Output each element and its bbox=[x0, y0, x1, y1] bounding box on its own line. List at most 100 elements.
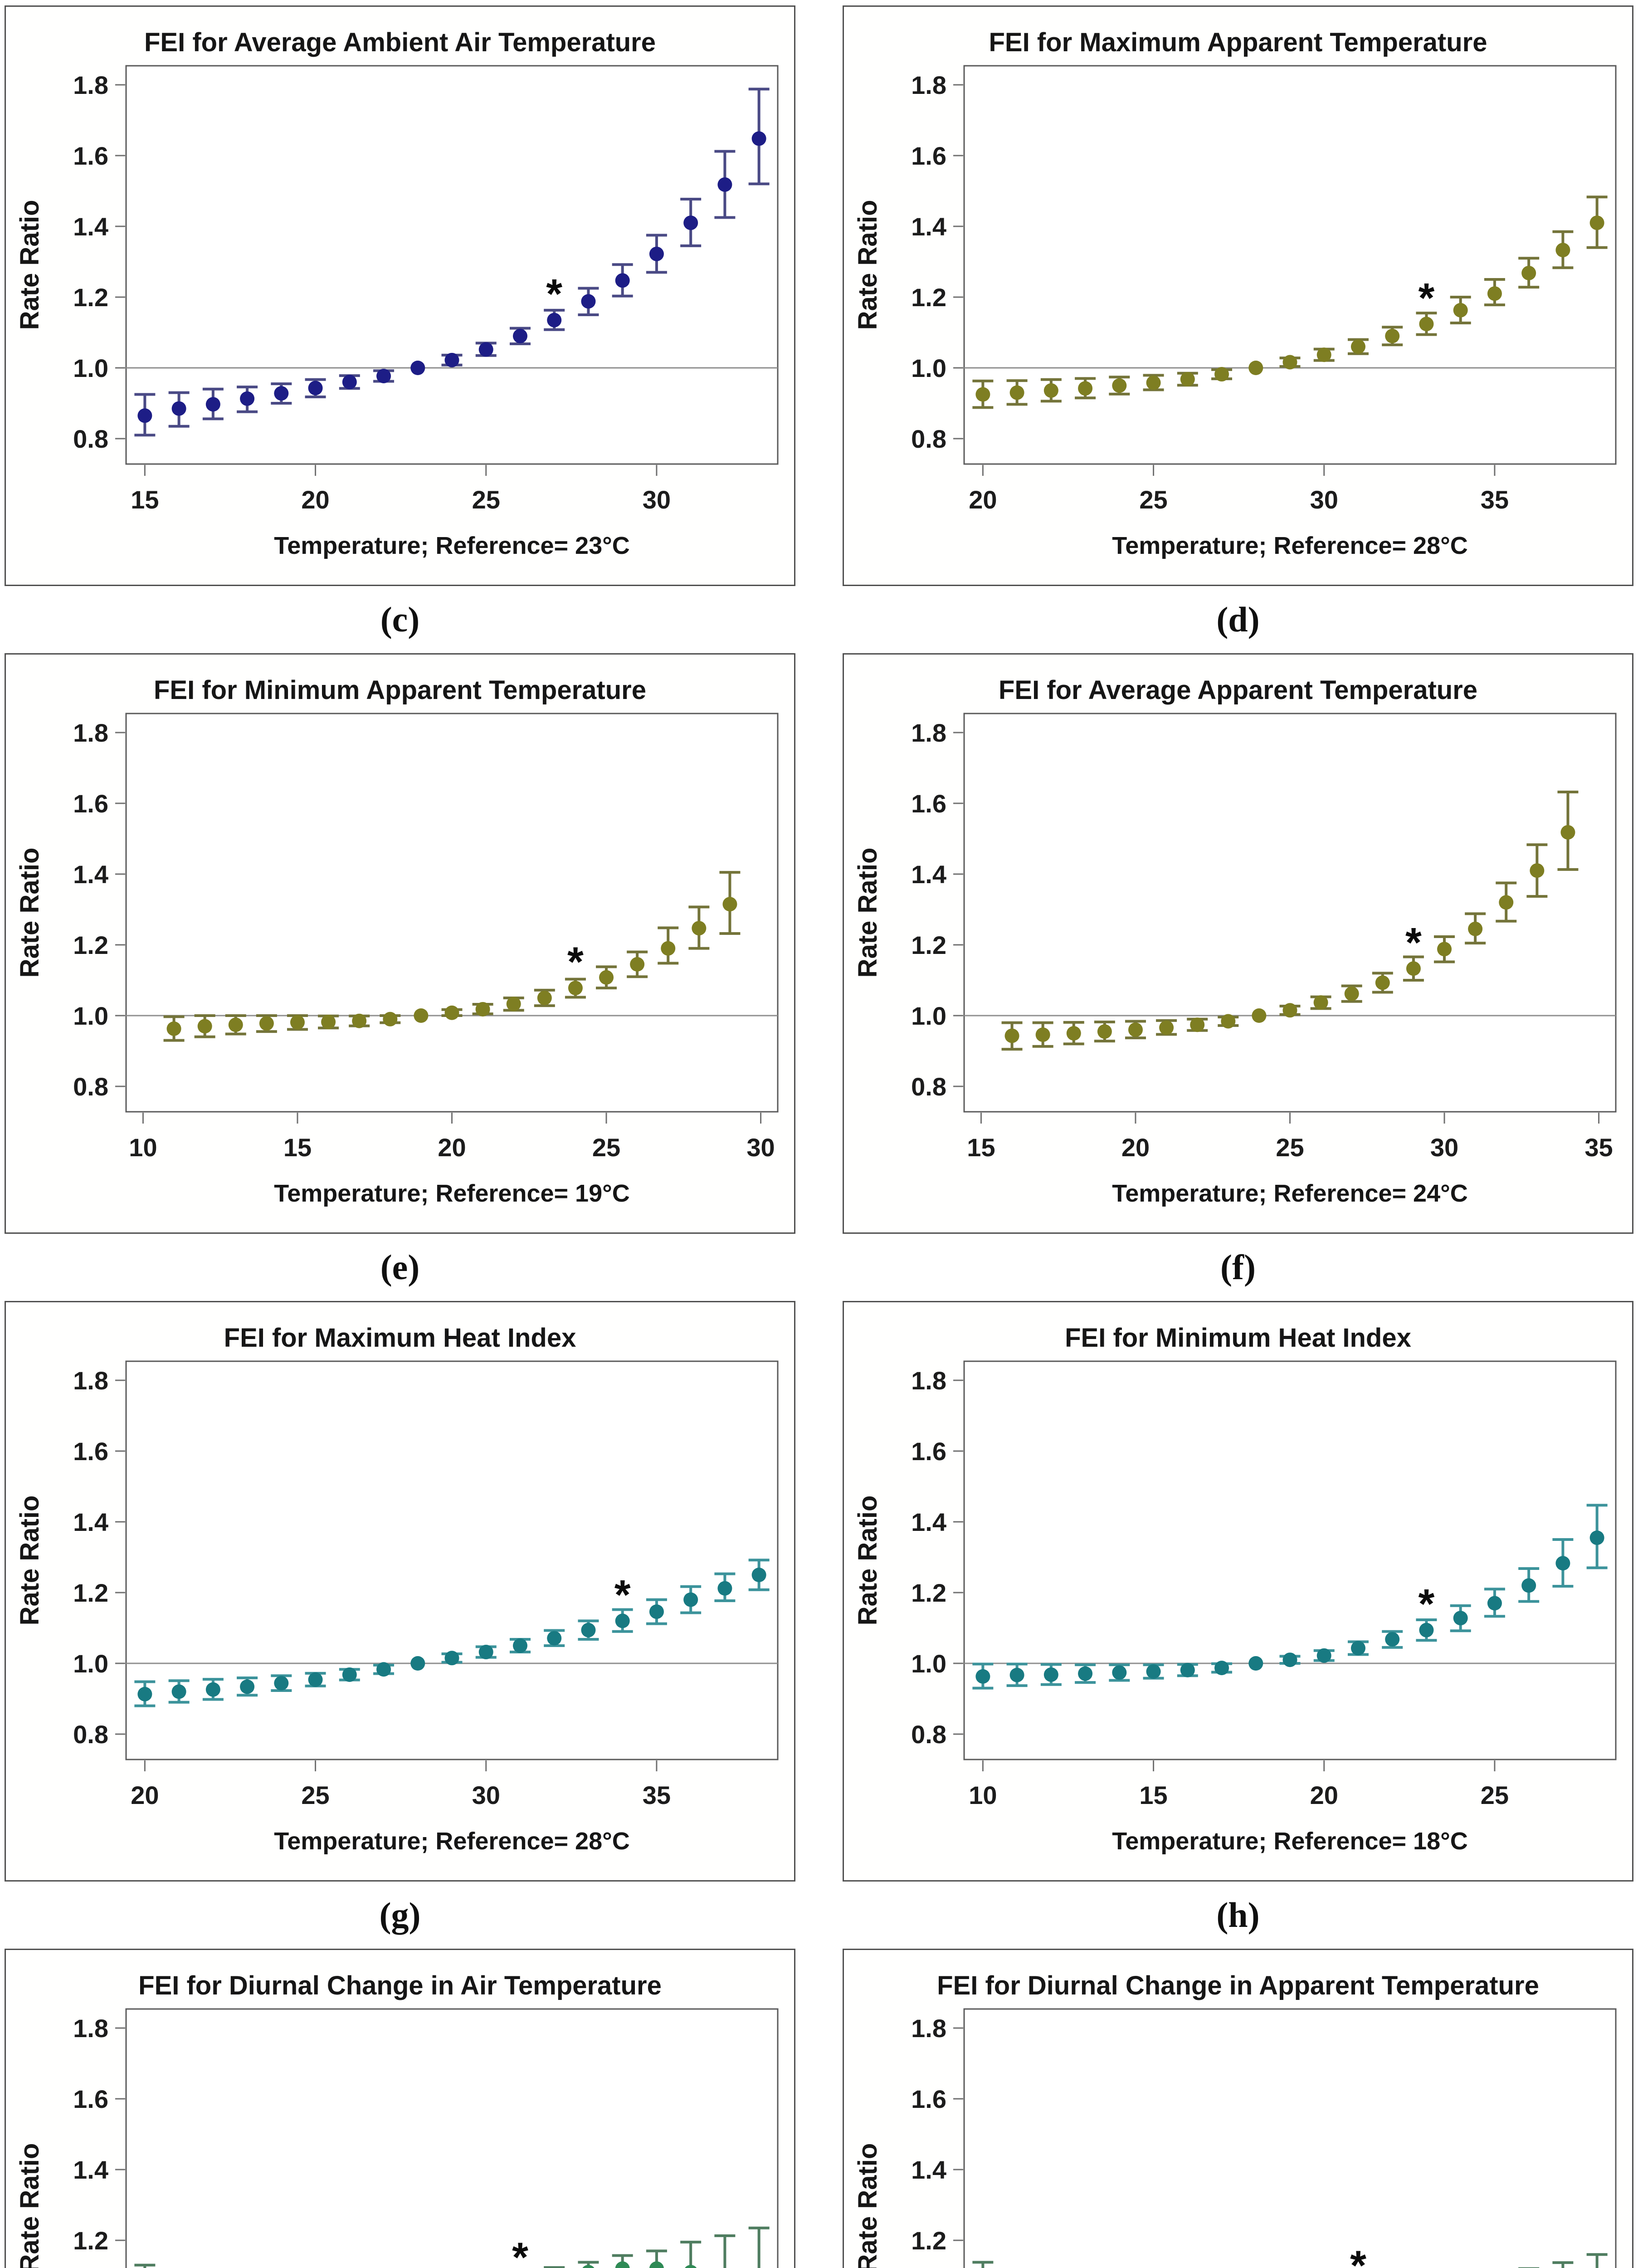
data-point bbox=[683, 215, 698, 230]
data-point bbox=[342, 375, 357, 390]
data-point bbox=[1316, 1648, 1331, 1663]
x-tick-label: 30 bbox=[643, 485, 671, 514]
data-point bbox=[537, 991, 552, 1005]
y-tick-label: 1.8 bbox=[911, 719, 946, 747]
y-tick-label: 1.8 bbox=[911, 1366, 946, 1395]
data-point bbox=[975, 387, 990, 402]
x-tick-label: 25 bbox=[472, 485, 500, 514]
data-point bbox=[376, 1662, 391, 1677]
x-axis-label: Temperature; Reference= 18°C bbox=[1112, 1828, 1467, 1855]
plot-frame bbox=[963, 713, 1617, 1113]
data-point bbox=[630, 957, 645, 972]
data-point bbox=[685, 2265, 697, 2268]
y-axis-label: Rate Ratio bbox=[15, 848, 44, 978]
data-point bbox=[1146, 375, 1161, 390]
data-point bbox=[1385, 328, 1400, 343]
x-tick-label: 25 bbox=[592, 1133, 620, 1162]
data-point bbox=[615, 2261, 630, 2268]
chart-title: FEI for Maximum Heat Index bbox=[224, 1323, 576, 1353]
data-point bbox=[414, 1008, 429, 1023]
data-point bbox=[259, 1016, 274, 1031]
data-point bbox=[1282, 1652, 1297, 1667]
data-point bbox=[1419, 1623, 1434, 1637]
chart-caption: (h) bbox=[1216, 1895, 1260, 1935]
x-tick-label: 20 bbox=[969, 485, 997, 514]
x-tick-label: 30 bbox=[746, 1133, 775, 1162]
chart-plot: 0.8 1.0 1.2 1.4 1.6 1.8 10 15 20 25 Rate Ratio Temp… bbox=[853, 1360, 1617, 1855]
data-point bbox=[478, 1645, 493, 1660]
data-point bbox=[717, 1581, 732, 1596]
y-axis-label: Rate Ratio bbox=[853, 848, 882, 978]
data-point bbox=[274, 386, 289, 401]
data-point bbox=[582, 2265, 595, 2268]
x-tick-label: 10 bbox=[129, 1133, 157, 1162]
data-point bbox=[1009, 1667, 1024, 1682]
data-point bbox=[410, 361, 425, 375]
chart-plot: 0.81.01.21.41.61.8051015Rate RatioTemper… bbox=[15, 2008, 779, 2268]
chart-caption: (c) bbox=[380, 600, 420, 639]
chart-caption: (d) bbox=[1216, 600, 1260, 639]
data-point bbox=[274, 1676, 289, 1691]
data-point bbox=[228, 1017, 243, 1032]
data-point bbox=[649, 246, 664, 261]
y-tick-label: 1.8 bbox=[73, 719, 108, 747]
chart-title: FEI for Minimum Heat Index bbox=[1065, 1323, 1411, 1353]
data-point bbox=[1560, 825, 1575, 840]
data-point bbox=[342, 1667, 357, 1682]
chart-title: FEI for Maximum Apparent Temperature bbox=[989, 28, 1487, 57]
chart-box-j: FEI for Diurnal Change in Apparent Tempe… bbox=[843, 1949, 1633, 2268]
y-tick-label: 1.6 bbox=[73, 1437, 108, 1466]
data-point bbox=[975, 1669, 990, 1684]
data-point bbox=[547, 1631, 562, 1646]
y-axis-label: Rate Ratio bbox=[853, 1496, 882, 1626]
data-point bbox=[1190, 1017, 1205, 1032]
y-tick-label: 1.4 bbox=[911, 212, 946, 241]
data-point bbox=[581, 1623, 596, 1637]
y-tick-label: 1.0 bbox=[73, 1649, 108, 1678]
data-point bbox=[512, 328, 527, 343]
data-point bbox=[1004, 1028, 1019, 1043]
data-point bbox=[137, 1686, 152, 1701]
data-point bbox=[137, 408, 152, 423]
y-tick-label: 1.6 bbox=[911, 2085, 946, 2113]
chart-figure-j: FEI for Diurnal Change in Apparent Tempe… bbox=[843, 1949, 1633, 2268]
y-tick-label: 1.4 bbox=[73, 1508, 108, 1536]
chart-caption: (e) bbox=[380, 1247, 420, 1287]
chart-title: FEI for Average Apparent Temperature bbox=[998, 675, 1478, 705]
x-tick-label: 20 bbox=[131, 1781, 159, 1809]
data-point bbox=[205, 397, 220, 412]
y-tick-label: 1.2 bbox=[911, 1579, 946, 1607]
y-tick-label: 1.0 bbox=[73, 1002, 108, 1030]
chart-title: FEI for Diurnal Change in Apparent Tempe… bbox=[937, 1971, 1539, 2000]
data-point bbox=[1043, 1667, 1058, 1682]
x-axis-label: Temperature; Reference= 28°C bbox=[274, 1828, 629, 1855]
y-tick-label: 1.6 bbox=[73, 2085, 108, 2113]
y-tick-label: 1.6 bbox=[73, 142, 108, 170]
plot-frame bbox=[963, 65, 1617, 465]
data-point bbox=[1043, 383, 1058, 398]
y-axis-label: Rate Ratio bbox=[853, 200, 882, 330]
data-point bbox=[444, 1651, 459, 1666]
x-tick-label: 25 bbox=[1481, 1781, 1509, 1809]
x-tick-label: 30 bbox=[1310, 485, 1338, 514]
y-tick-label: 1.2 bbox=[73, 2226, 108, 2255]
plot-frame bbox=[125, 65, 779, 465]
data-point bbox=[1555, 1556, 1570, 1571]
data-point bbox=[599, 970, 614, 985]
y-tick-label: 1.2 bbox=[911, 931, 946, 959]
data-point bbox=[197, 1019, 212, 1034]
chart-title: FEI for Diurnal Change in Air Temperatur… bbox=[138, 1971, 662, 2000]
significance-star: * bbox=[1405, 919, 1422, 966]
y-tick-label: 1.4 bbox=[911, 2156, 946, 2184]
data-point bbox=[383, 1012, 398, 1026]
data-point bbox=[240, 1679, 255, 1694]
x-axis-label: Temperature; Reference= 28°C bbox=[1112, 532, 1467, 559]
data-point bbox=[1350, 339, 1365, 354]
data-point bbox=[1406, 961, 1421, 976]
data-point bbox=[1009, 385, 1024, 400]
chart-plot: 0.8 1.0 1.2 1.4 1.6 1.8 20 25 30 35 Rate Ratio Temp… bbox=[15, 1360, 779, 1855]
data-point bbox=[1499, 895, 1514, 910]
x-axis-label: Temperature; Reference= 19°C bbox=[274, 1180, 629, 1207]
chart-figure-f: FEI for Average Apparent Temperature 0.8… bbox=[843, 653, 1633, 1301]
x-tick-label: 20 bbox=[301, 485, 329, 514]
